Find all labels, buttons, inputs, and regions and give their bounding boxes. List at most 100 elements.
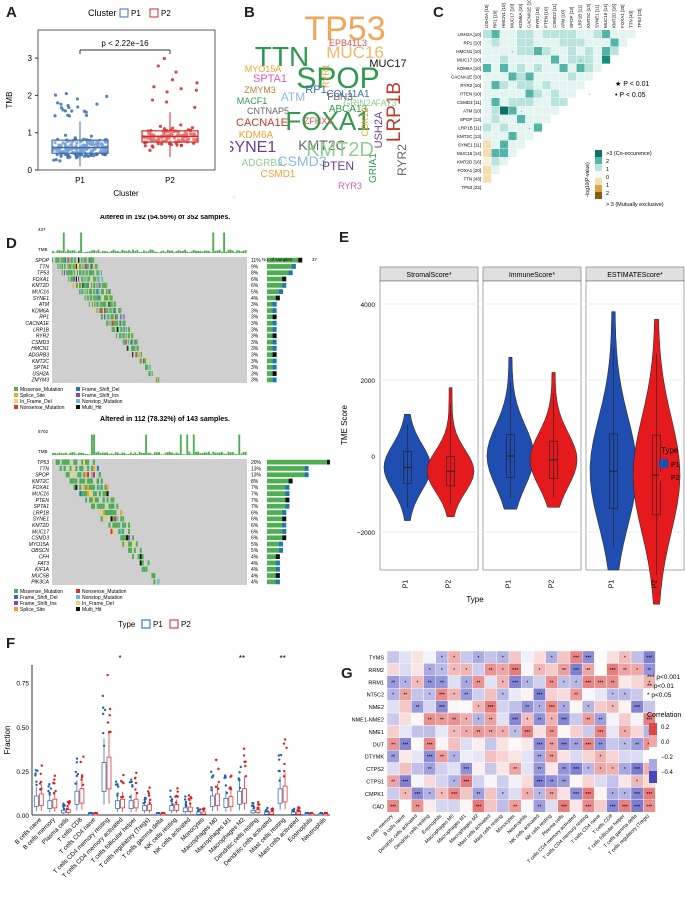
corr-sig: *	[502, 792, 504, 798]
corr-sig: **	[477, 730, 481, 736]
corr-cell	[630, 749, 644, 763]
sample-bar	[267, 276, 287, 282]
mutation-cell	[93, 295, 95, 301]
legend-key-p1	[119, 8, 129, 18]
mutation-cell	[122, 320, 124, 326]
data-point	[150, 144, 154, 148]
data-point	[165, 90, 169, 94]
data-point	[191, 137, 196, 142]
mutation-cell	[75, 459, 78, 465]
heat-cell	[542, 81, 551, 90]
mutation-cell	[125, 333, 127, 339]
mutation-cell	[105, 308, 107, 314]
data-point	[95, 102, 99, 106]
sample-bar	[267, 573, 280, 578]
heat-cell	[483, 38, 492, 47]
tmb-bar	[97, 249, 100, 253]
mutation-cell	[97, 301, 99, 307]
tmb-bar	[244, 451, 247, 455]
mutation-cell	[113, 301, 115, 307]
data-point	[188, 132, 193, 136]
sample-bar-seg	[279, 548, 283, 553]
heat-cell	[593, 64, 602, 73]
tmb-bar	[244, 250, 247, 253]
heat-cell	[500, 89, 509, 98]
heat-cell	[602, 38, 611, 47]
mutation-cell	[71, 276, 73, 282]
tmb-bar	[227, 451, 230, 455]
outlier-point	[101, 706, 105, 709]
tmb-bar	[151, 454, 154, 455]
sample-bar	[267, 339, 277, 345]
corr-sig: ***	[634, 705, 640, 711]
box	[79, 788, 85, 804]
gene-label: ZMYM3	[31, 378, 50, 384]
mutation-cell	[117, 314, 119, 320]
legend-label: Frame_Shift_Del	[82, 387, 120, 393]
mutation-cell	[131, 339, 133, 345]
mutation-cell	[143, 566, 146, 572]
outlier-point	[176, 790, 179, 793]
word-ttn: TTN	[255, 41, 309, 72]
tmb-bar	[188, 252, 191, 253]
tmb-bar	[132, 453, 135, 455]
mutation-cell	[153, 573, 156, 579]
corr-sig: **	[391, 680, 395, 686]
mutation-cell	[88, 289, 90, 295]
heat-cell	[525, 81, 534, 90]
heat-cell	[551, 30, 560, 39]
outlier-point	[129, 778, 133, 781]
data-point	[74, 153, 78, 157]
mutation-cell	[106, 320, 108, 326]
tmb-bar	[192, 434, 195, 455]
corr-sig: ***	[537, 693, 543, 699]
mutation-cell	[118, 528, 121, 534]
mutation-cell	[89, 257, 91, 263]
mutation-cell	[116, 522, 119, 528]
mutation-cell	[116, 516, 119, 522]
box	[210, 795, 215, 807]
tmb-bar	[212, 451, 215, 455]
mutation-cell	[59, 465, 62, 471]
box	[74, 790, 80, 805]
panel-label-f: F	[6, 635, 16, 652]
heat-cell	[517, 115, 526, 124]
word-lrp1b: LRP1B	[384, 82, 405, 142]
tmb-bar	[112, 249, 115, 253]
mutation-cell	[91, 282, 93, 288]
box-P1	[51, 139, 109, 154]
row-label: RRM1	[368, 680, 384, 686]
mutation-cell	[120, 326, 122, 332]
corr-sig: **	[452, 718, 456, 724]
mutation-cell	[75, 484, 78, 490]
box	[304, 813, 310, 816]
heat-cell	[525, 115, 534, 124]
heat-cell	[491, 64, 500, 73]
mutation-cell	[66, 270, 68, 276]
heat-cell	[576, 81, 585, 90]
mutation-cell	[81, 491, 84, 497]
legend-label: In_Frame_Del	[20, 399, 52, 405]
sample-bar	[267, 283, 287, 288]
corr-sig: *	[404, 792, 406, 798]
mutation-cell	[70, 263, 72, 269]
legend-label-p1: P1	[671, 462, 680, 469]
corr-cell	[508, 700, 522, 714]
heat-cell	[483, 47, 492, 56]
heat-cell	[525, 64, 534, 73]
tmb-bar	[73, 250, 76, 253]
corr-cell	[459, 799, 473, 813]
corr-sig: ***	[402, 742, 408, 748]
sig-legend: * p<0.05	[647, 692, 672, 699]
sig-legend-2: • P < 0.05	[615, 92, 646, 99]
outlier-point	[130, 780, 133, 784]
heat-cell	[491, 89, 500, 98]
gene-pct: 3%	[251, 327, 259, 333]
tmb-bar	[182, 454, 184, 455]
sample-bar-seg	[275, 295, 280, 301]
outlier-point	[187, 794, 191, 797]
gene-pct: 3%	[251, 359, 259, 365]
heat-cell	[500, 38, 509, 47]
mutation-cell	[80, 263, 82, 269]
mutation-cell	[134, 339, 136, 345]
